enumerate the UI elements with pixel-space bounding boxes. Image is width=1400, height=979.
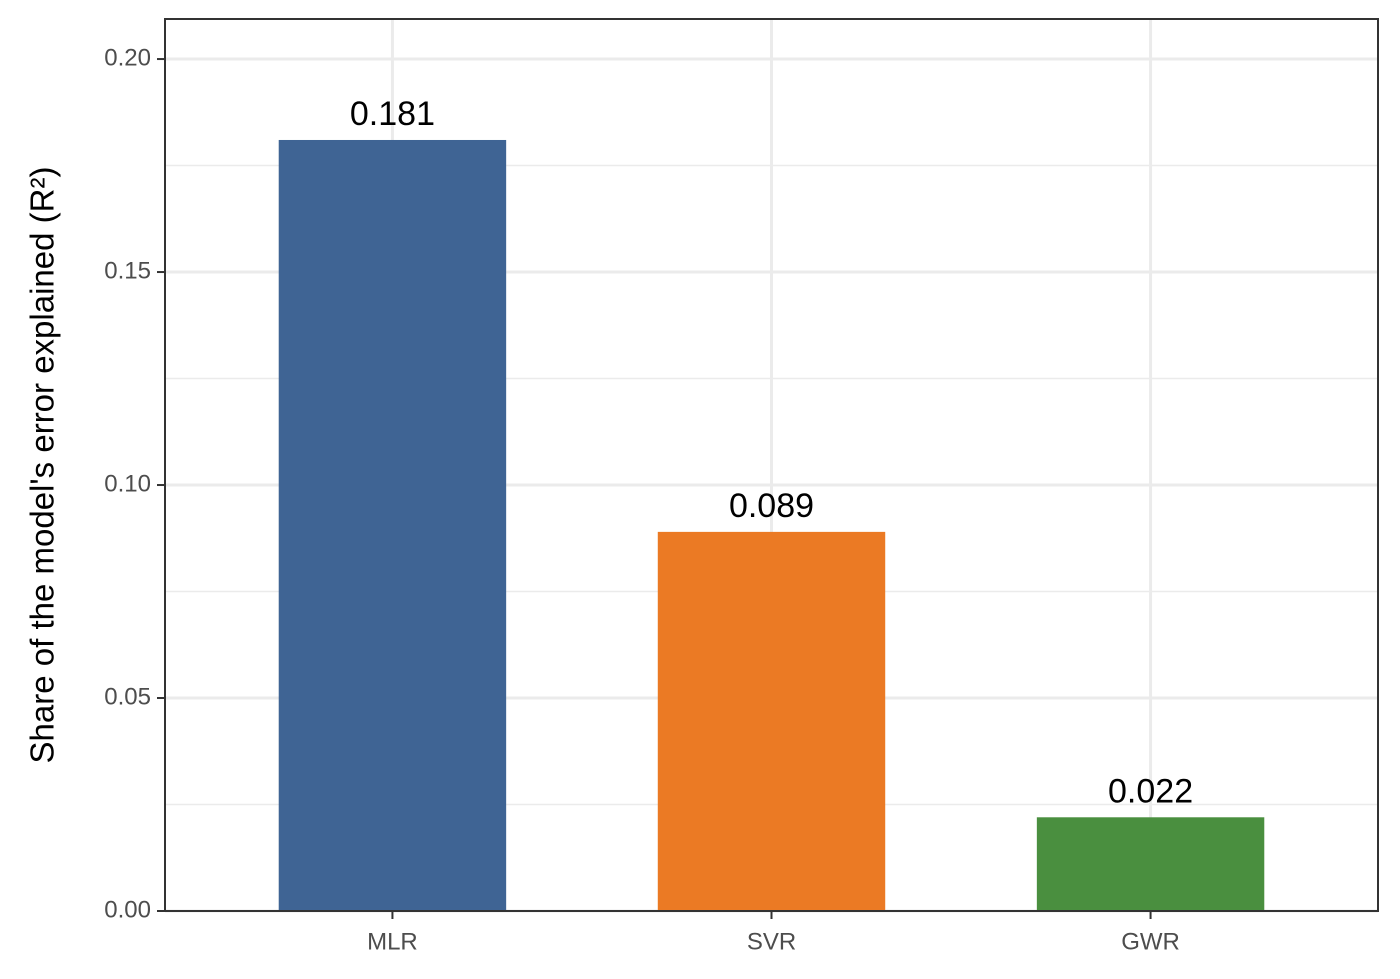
y-tick-label: 0.20 (104, 44, 151, 71)
y-tick-label: 0.10 (104, 470, 151, 497)
x-tick-label: SVR (747, 928, 796, 955)
x-tick-label: MLR (367, 928, 418, 955)
x-tick-label: GWR (1121, 928, 1180, 955)
y-tick-label: 0.00 (104, 896, 151, 923)
panel-border (164, 18, 1379, 912)
y-tick-label: 0.15 (104, 257, 151, 284)
y-axis-title: Share of the model's error explained (R²… (24, 167, 61, 764)
value-label: 0.022 (1108, 772, 1193, 810)
value-label: 0.181 (350, 95, 435, 133)
bar (1036, 817, 1265, 911)
bar (278, 139, 507, 911)
bar (657, 531, 886, 911)
value-label: 0.089 (729, 487, 814, 525)
y-tick-label: 0.05 (104, 683, 151, 710)
